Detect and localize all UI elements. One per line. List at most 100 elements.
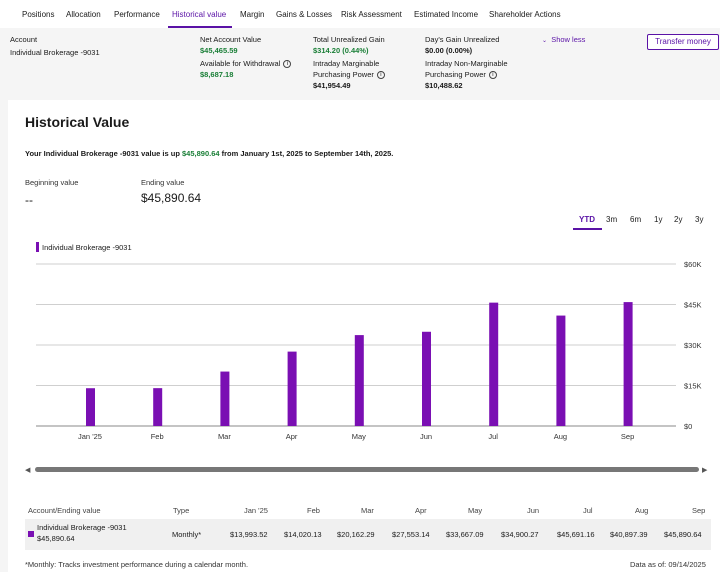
table-row: Individual Brokerage -9031 $45,890.64 Mo… (25, 519, 711, 550)
row-value-jan: $13,993.52 (230, 530, 268, 539)
row-value-mar: $20,162.29 (337, 530, 375, 539)
row-value-sep: $45,890.64 (664, 530, 702, 539)
bar (86, 388, 95, 426)
col-header-jan: Jan '25 (244, 506, 268, 515)
show-less-link[interactable]: ⌄ Show less (542, 35, 586, 44)
x-tick-label: Jun (420, 432, 432, 441)
net-value-label: Net Account Value (200, 35, 262, 44)
bar (623, 302, 633, 426)
range-ytd[interactable]: YTD (579, 215, 595, 224)
col-header-jul: Jul (583, 506, 593, 515)
series-swatch (28, 531, 34, 537)
col-header-aug: Aug (635, 506, 649, 515)
col-header-type: Type (173, 506, 190, 515)
y-tick-label: $0 (684, 422, 692, 431)
bar (556, 315, 566, 426)
tab-historical-value[interactable]: Historical value (172, 10, 227, 19)
range-3y[interactable]: 3y (695, 215, 704, 224)
row-value-feb: $14,020.13 (284, 530, 322, 539)
net-value: $45,465.59 (200, 46, 238, 55)
row-value-apr: $27,553.14 (392, 530, 430, 539)
beginning-value: -- (25, 193, 33, 207)
x-tick-label: Mar (218, 432, 231, 441)
chart-scrollbar[interactable] (35, 467, 699, 472)
col-header-apr: Apr (415, 506, 427, 515)
range-6m[interactable]: 6m (630, 215, 642, 224)
info-icon[interactable]: i (283, 60, 292, 69)
scroll-left-icon[interactable]: ◀ (25, 467, 31, 474)
tab-positions[interactable]: Positions (22, 10, 55, 19)
range-1y[interactable]: 1y (654, 215, 663, 224)
tab-shareholder-actions[interactable]: Shareholder Actions (489, 10, 561, 19)
intraday-nonmarg-value: $10,488.62 (425, 81, 463, 90)
intraday-nonmarg-label-2: Purchasing Power i (425, 70, 497, 80)
x-tick-label: Apr (286, 432, 298, 441)
bar (422, 331, 431, 426)
bar (287, 351, 297, 426)
row-type: Monthly* (172, 530, 202, 539)
ending-value-label: Ending value (141, 178, 185, 187)
row-value-aug: $40,897.39 (610, 530, 648, 539)
scroll-right-icon[interactable]: ▶ (702, 467, 708, 474)
intraday-marg-label: Intraday Marginable (313, 59, 380, 68)
x-tick-label: Jan '25 (78, 432, 102, 441)
row-ending-value: $45,890.64 (37, 534, 75, 543)
day-gain-value: $0.00 (0.00%) (425, 46, 473, 55)
col-header-feb: Feb (307, 506, 320, 515)
intraday-nonmarg-label: Intraday Non-Marginable (425, 59, 508, 68)
historical-value-chart: Individual Brokerage -9031 $0 $15K $30K $45K… (36, 242, 702, 441)
row-value-jun: $34,900.27 (501, 530, 539, 539)
day-gain-label: Day's Gain Unrealized (425, 35, 500, 44)
intraday-marg-value: $41,954.49 (313, 81, 351, 90)
bar (354, 335, 364, 426)
x-tick-label: May (352, 432, 366, 441)
col-header-account: Account/Ending value (28, 506, 101, 515)
footnote: *Monthly: Tracks investment performance … (25, 560, 249, 569)
account-label: Account (10, 35, 38, 44)
bar (153, 388, 163, 426)
y-tick-label: $30K (684, 341, 702, 350)
tab-allocation[interactable]: Allocation (66, 10, 101, 19)
legend-label: Individual Brokerage -9031 (42, 243, 132, 252)
beginning-value-label: Beginning value (25, 178, 79, 187)
col-header-jun: Jun (527, 506, 540, 515)
account-summary: Account Individual Brokerage -9031 Net A… (0, 28, 720, 100)
tab-estimated-income[interactable]: Estimated Income (414, 10, 479, 19)
row-value-jul: $45,691.16 (557, 530, 595, 539)
x-tick-label: Jul (488, 432, 498, 441)
summary-text: Your Individual Brokerage -9031 value is… (25, 149, 394, 158)
data-as-of: Data as of: 09/14/2025 (630, 560, 706, 569)
y-tick-label: $15K (684, 382, 702, 391)
legend-swatch (36, 242, 39, 252)
active-range-indicator (573, 228, 602, 230)
bar (489, 302, 499, 426)
tab-gains-losses[interactable]: Gains & Losses (276, 10, 333, 19)
intraday-marg-label-2: Purchasing Power i (313, 70, 385, 80)
info-icon[interactable]: i (376, 71, 385, 80)
historical-value-panel: Historical Value Your Individual Brokera… (8, 100, 720, 572)
transfer-money-button[interactable]: Transfer money (647, 34, 719, 50)
x-tick-label: Sep (621, 432, 634, 441)
x-tick-label: Aug (554, 432, 567, 441)
tab-performance[interactable]: Performance (114, 10, 160, 19)
withdraw-value: $8,687.18 (200, 70, 234, 79)
ending-value: $45,890.64 (141, 191, 202, 205)
account-name: Individual Brokerage -9031 (10, 48, 100, 57)
range-3m[interactable]: 3m (606, 215, 618, 224)
col-header-may: May (468, 506, 483, 515)
unrealized-value: $314.20 (0.44%) (313, 46, 369, 55)
tab-margin[interactable]: Margin (240, 10, 265, 19)
row-account-name: Individual Brokerage -9031 (37, 523, 127, 532)
withdraw-label: Available for Withdrawal i (200, 59, 292, 69)
active-tab-indicator (168, 26, 232, 28)
col-header-mar: Mar (361, 506, 374, 515)
chevron-down-icon: ⌄ (542, 38, 548, 44)
unrealized-label: Total Unrealized Gain (313, 35, 385, 44)
range-2y[interactable]: 2y (674, 215, 683, 224)
tab-bar: Positions Allocation Performance Histori… (0, 0, 720, 28)
bar (220, 371, 230, 426)
tab-risk-assessment[interactable]: Risk Assessment (341, 10, 402, 19)
x-tick-label: Feb (151, 432, 164, 441)
page-title: Historical Value (25, 114, 130, 130)
info-icon[interactable]: i (488, 71, 497, 80)
